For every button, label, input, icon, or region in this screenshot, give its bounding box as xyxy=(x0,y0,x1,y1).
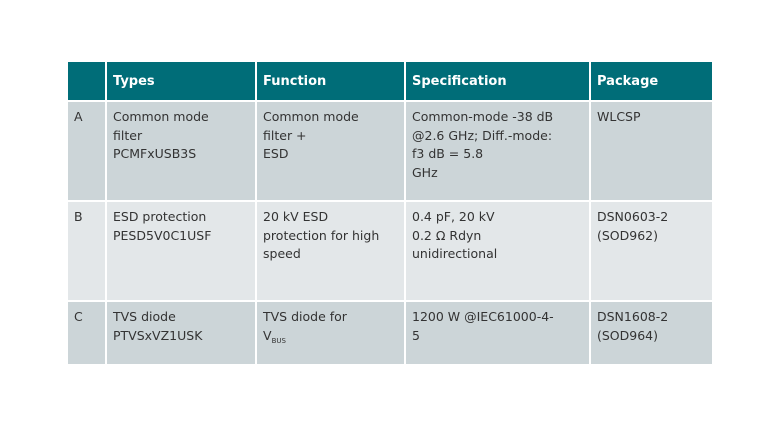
cell-line: C xyxy=(74,309,83,324)
cell-types: ESD protection PESD5V0C1USF xyxy=(107,202,255,300)
cell-line: Common mode xyxy=(263,109,359,124)
header-types: Types xyxy=(107,62,255,100)
component-table: Types Function Specification Package A Co… xyxy=(66,60,714,366)
cell-line: 20 kV ESD xyxy=(263,209,329,224)
header-row: Types Function Specification Package xyxy=(68,62,712,100)
cell-function: Common mode filter + ESD xyxy=(257,102,404,200)
cell-line: speed xyxy=(263,246,301,261)
cell-line: DSN0603-2 xyxy=(597,209,669,224)
cell-line: f3 dB = 5.8 xyxy=(412,146,484,161)
cell-line: 0.4 pF, 20 kV xyxy=(412,209,495,224)
vbus-symbol: VBUS xyxy=(263,327,398,351)
cell-specification: 1200 W @IEC61000-4- 5 xyxy=(406,302,589,364)
cell-package: DSN1608-2 (SOD964) xyxy=(591,302,712,364)
cell-line: (SOD964) xyxy=(597,327,659,343)
cell-line: Common-mode -38 dB xyxy=(412,109,554,124)
cell-line: 0.2 Ω Rdyn xyxy=(412,227,482,243)
cell-types: Common mode filter PCMFxUSB3S xyxy=(107,102,255,200)
cell-line: 1200 W @IEC61000-4- xyxy=(412,309,554,324)
cell-id: C xyxy=(68,302,105,364)
cell-line: filter xyxy=(113,127,143,143)
cell-function: TVS diode for VBUS xyxy=(257,302,404,364)
cell-id: B xyxy=(68,202,105,300)
symbol-main: V xyxy=(263,327,272,343)
table-row: B ESD protection PESD5V0C1USF 20 kV ESD prot… xyxy=(68,202,712,300)
cell-line: @2.6 GHz; Diff.-mode: xyxy=(412,127,553,143)
cell-line: unidirectional xyxy=(412,246,498,261)
cell-specification: Common-mode -38 dB @2.6 GHz; Diff.-mode: f… xyxy=(406,102,589,200)
header-function: Function xyxy=(257,62,404,100)
cell-line: PCMFxUSB3S xyxy=(113,146,197,161)
cell-line: (SOD962) xyxy=(597,227,659,243)
header-specification: Specification xyxy=(406,62,589,100)
header-package: Package xyxy=(591,62,712,100)
header-id xyxy=(68,62,105,100)
cell-line: WLCSP xyxy=(597,109,641,124)
cell-line: A xyxy=(74,109,83,124)
cell-specification: 0.4 pF, 20 kV 0.2 Ω Rdyn unidirectional xyxy=(406,202,589,300)
cell-function: 20 kV ESD protection for high speed xyxy=(257,202,404,300)
cell-line: PTVSxVZ1USK xyxy=(113,327,203,343)
cell-line: ESD xyxy=(263,146,289,161)
cell-package: WLCSP xyxy=(591,102,712,200)
cell-line: DSN1608-2 xyxy=(597,309,669,324)
cell-line: GHz xyxy=(412,164,438,180)
symbol-subscript: BUS xyxy=(271,336,286,345)
cell-line: filter + xyxy=(263,127,307,143)
cell-line: 5 xyxy=(412,327,420,343)
table-row: A Common mode filter PCMFxUSB3S Common mode f… xyxy=(68,102,712,200)
cell-types: TVS diode PTVSxVZ1USK xyxy=(107,302,255,364)
cell-line: PESD5V0C1USF xyxy=(113,227,212,243)
cell-line: B xyxy=(74,209,83,224)
cell-package: DSN0603-2 (SOD962) xyxy=(591,202,712,300)
cell-line: TVS diode for xyxy=(263,309,347,324)
cell-id: A xyxy=(68,102,105,200)
cell-line: Common mode xyxy=(113,109,209,124)
cell-line: protection for high xyxy=(263,227,380,243)
cell-line: ESD protection xyxy=(113,209,207,224)
table-row: C TVS diode PTVSxVZ1USK TVS diode for VBUS 12… xyxy=(68,302,712,364)
cell-line: TVS diode xyxy=(113,309,176,324)
